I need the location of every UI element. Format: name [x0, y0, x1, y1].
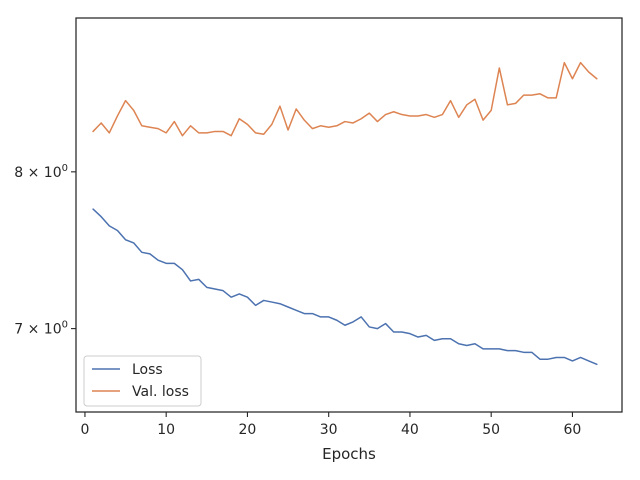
legend-label-1: Val. loss: [132, 384, 189, 400]
series-line-0: [92, 208, 598, 366]
y-axis-ticks: 7 × 100 8 × 100: [14, 163, 76, 338]
x-tick-label: 0: [80, 422, 89, 438]
series-line-1: [92, 61, 598, 137]
x-axis-ticks: 0 10 20 30 40 50 60: [80, 412, 581, 438]
y-tick-label: 8 × 100: [14, 163, 68, 181]
x-tick-label: 60: [564, 422, 582, 438]
plot-frame: [75, 17, 623, 413]
x-axis-label: Epochs: [322, 445, 376, 463]
x-tick-label: 20: [239, 422, 257, 438]
x-tick-label: 50: [482, 422, 500, 438]
legend-label-0: Loss: [132, 362, 163, 378]
x-tick-label: 30: [320, 422, 338, 438]
x-tick-label: 10: [157, 422, 175, 438]
legend[interactable]: Loss Val. loss: [83, 355, 202, 407]
y-tick-label: 7 × 100: [14, 320, 68, 338]
x-tick-label: 40: [401, 422, 419, 438]
series-layer: [92, 61, 598, 366]
